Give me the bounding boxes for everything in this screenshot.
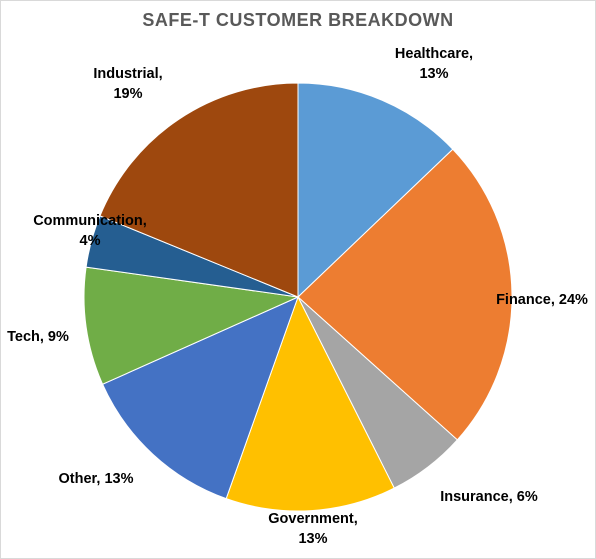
data-label-communication: Communication, 4%	[33, 213, 147, 249]
data-label-healthcare: Healthcare, 13%	[395, 46, 473, 82]
data-label-finance: Finance, 24%	[496, 292, 588, 308]
pie-slice-tech	[83, 266, 300, 385]
data-label-tech: Tech, 9%	[7, 329, 69, 345]
pie-slice-finance	[297, 148, 513, 441]
pie-slice-healthcare	[297, 82, 454, 299]
pie-slice-government	[225, 295, 395, 512]
data-label-government: Government, 13%	[268, 511, 357, 547]
data-label-industrial: Industrial, 19%	[93, 66, 162, 102]
pie-slice-industrial	[99, 82, 299, 298]
data-label-other: Other, 13%	[59, 471, 134, 487]
data-label-insurance: Insurance, 6%	[440, 489, 538, 505]
pie-slice-other	[101, 296, 299, 500]
chart-title: SAFE-T CUSTOMER BREAKDOWN	[142, 10, 454, 30]
